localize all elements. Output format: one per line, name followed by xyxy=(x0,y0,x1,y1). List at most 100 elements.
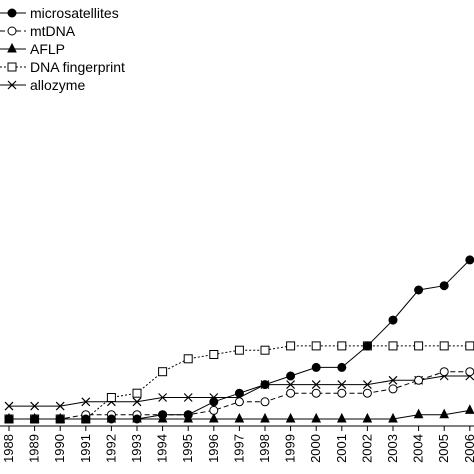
data-point xyxy=(337,362,347,372)
legend-marker xyxy=(7,42,17,53)
data-point xyxy=(209,350,219,359)
data-point xyxy=(465,255,474,265)
data-point xyxy=(132,414,142,424)
legend-label: mtDNA xyxy=(30,23,76,39)
x-tick-label: 1999 xyxy=(283,434,298,463)
legend-label: microsatellites xyxy=(30,5,119,21)
series-microsatellites xyxy=(4,255,474,424)
data-point xyxy=(183,410,193,420)
data-point xyxy=(388,315,398,325)
x-tick-label: 2002 xyxy=(359,434,374,463)
x-axis: 1988 1989 1990 1991 1992 1993 1994 1995 1996 1997… xyxy=(0,425,474,463)
data-point xyxy=(362,380,372,390)
x-tick-label: 1990 xyxy=(52,434,67,463)
data-point xyxy=(234,345,244,355)
data-point xyxy=(465,341,474,351)
legend: microsatellites mtDNA AFLP DNA fingerprint a… xyxy=(0,5,125,93)
data-point xyxy=(439,367,449,377)
data-point xyxy=(414,341,424,351)
data-point xyxy=(388,341,398,351)
legend-label: DNA fingerprint xyxy=(30,59,125,75)
x-tick-label: 1988 xyxy=(1,434,16,463)
legend-item-aflp: AFLP xyxy=(0,41,65,57)
data-point xyxy=(439,341,449,351)
x-tick-label: 2004 xyxy=(411,434,426,463)
data-point xyxy=(4,401,14,411)
data-point xyxy=(464,404,474,414)
data-point xyxy=(414,375,424,385)
legend-label: AFLP xyxy=(30,41,65,57)
legend-item-mtdna: mtDNA xyxy=(0,23,76,39)
data-point xyxy=(4,414,14,424)
series-dna-fingerprint xyxy=(4,341,474,424)
data-point xyxy=(260,397,270,407)
legend-marker xyxy=(7,8,17,18)
data-point xyxy=(260,380,270,390)
data-point xyxy=(234,412,245,423)
x-tick-label: 2006 xyxy=(462,434,474,463)
x-tick-label: 2001 xyxy=(334,434,349,463)
x-tick-label: 2000 xyxy=(308,434,323,463)
data-point xyxy=(260,412,270,423)
data-point xyxy=(388,375,398,385)
legend-marker xyxy=(7,26,17,36)
data-point xyxy=(362,388,372,398)
x-tick-label: 1998 xyxy=(257,434,272,463)
data-point xyxy=(81,397,91,407)
data-point xyxy=(208,412,219,423)
data-point xyxy=(337,380,347,390)
data-point xyxy=(439,408,450,419)
legend-marker xyxy=(7,62,17,72)
data-point xyxy=(388,384,398,394)
x-tick-label: 2003 xyxy=(385,434,400,463)
series-line xyxy=(9,345,470,420)
data-point xyxy=(311,388,321,398)
data-point xyxy=(388,412,398,423)
data-point xyxy=(234,397,244,407)
x-tick-label: 1995 xyxy=(180,434,195,463)
x-tick-label: 2005 xyxy=(436,434,451,463)
x-tick-label: 1994 xyxy=(155,434,170,463)
data-point xyxy=(158,410,168,420)
data-point xyxy=(311,380,321,390)
data-point xyxy=(311,412,322,423)
data-point xyxy=(311,362,321,372)
series-aflp xyxy=(4,404,474,423)
data-point xyxy=(414,285,424,295)
data-point xyxy=(30,414,40,424)
legend-label: allozyme xyxy=(30,77,85,93)
data-point xyxy=(285,412,296,423)
data-point xyxy=(337,341,347,351)
legend-marker xyxy=(7,80,17,90)
legend-item-allozyme: allozyme xyxy=(0,77,85,93)
data-point xyxy=(337,388,347,398)
data-point xyxy=(55,414,65,424)
data-point xyxy=(362,341,372,351)
x-tick-label: 1991 xyxy=(78,434,93,463)
data-point xyxy=(106,393,116,402)
data-point xyxy=(260,345,270,355)
data-point xyxy=(55,401,65,411)
data-point xyxy=(183,393,193,402)
plot-area xyxy=(4,255,474,424)
data-point xyxy=(158,367,168,377)
x-tick-label: 1992 xyxy=(103,434,118,463)
data-point xyxy=(183,354,193,364)
data-point xyxy=(234,388,244,398)
data-point xyxy=(286,380,296,390)
data-point xyxy=(311,341,321,351)
x-tick-label: 1989 xyxy=(27,434,42,463)
data-point xyxy=(413,408,424,419)
data-point xyxy=(362,412,373,423)
data-point xyxy=(336,412,347,423)
data-point xyxy=(132,397,142,407)
data-point xyxy=(439,281,449,291)
data-point xyxy=(106,414,116,424)
legend-item-microsatellites: microsatellites xyxy=(0,5,119,21)
data-point xyxy=(286,388,296,398)
data-point xyxy=(209,405,219,415)
data-point xyxy=(132,388,142,398)
data-point xyxy=(286,341,296,351)
data-point xyxy=(158,393,168,402)
